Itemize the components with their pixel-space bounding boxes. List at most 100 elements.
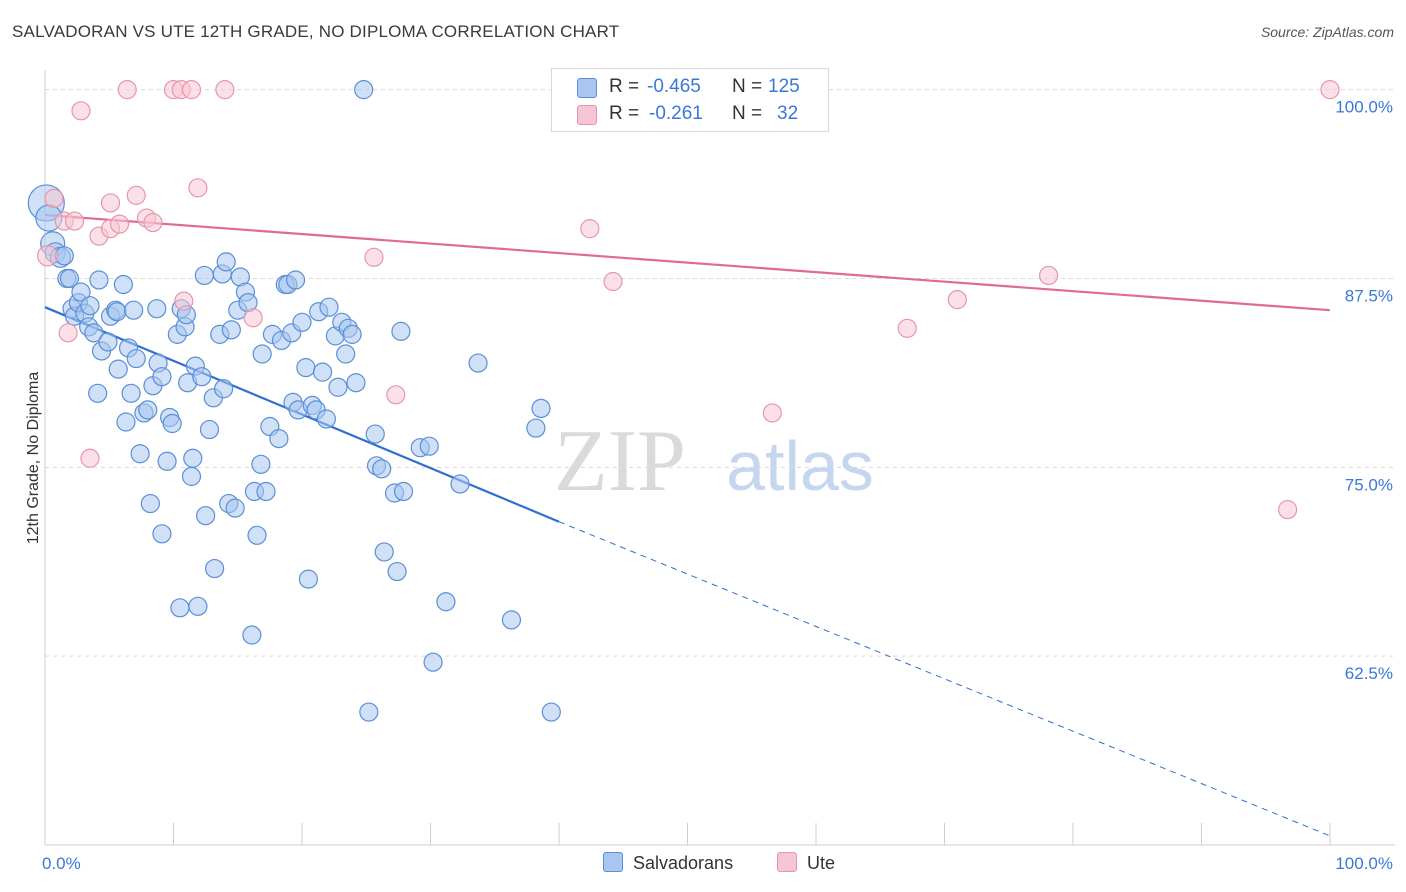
ute-point bbox=[243, 308, 263, 328]
y-tick-label: 100.0% bbox=[1335, 98, 1393, 117]
salvadoran-point bbox=[531, 398, 551, 419]
salvadoran-point bbox=[108, 359, 128, 379]
ute-point bbox=[58, 323, 78, 343]
bottom-legend-label: Salvadorans bbox=[633, 853, 734, 873]
ute-point bbox=[1277, 500, 1298, 520]
salvadoran-point bbox=[526, 418, 546, 438]
bottom-legend-label: Ute bbox=[807, 853, 836, 873]
ute-point bbox=[44, 188, 64, 209]
salvadoran-point bbox=[285, 270, 306, 290]
salvadoran-point bbox=[214, 379, 234, 399]
salvadoran-point bbox=[116, 412, 136, 432]
salvadoran-point bbox=[162, 413, 182, 434]
legend-n-label: N = bbox=[732, 103, 763, 124]
salvadoran-point bbox=[296, 358, 316, 378]
salvadoran-trend-extension bbox=[558, 521, 1331, 837]
ute-point bbox=[947, 290, 967, 310]
salvadoran-point bbox=[71, 282, 91, 302]
salvadoran-point bbox=[121, 383, 141, 403]
chart-title: SALVADORAN VS UTE 12TH GRADE, NO DIPLOMA… bbox=[12, 22, 620, 41]
legend-swatch-blue bbox=[577, 78, 597, 98]
legend-swatch-pink bbox=[577, 105, 597, 125]
bottom-legend-swatch-pink bbox=[777, 852, 797, 872]
salvadoran-point bbox=[501, 610, 522, 630]
salvadoran-point bbox=[157, 451, 177, 471]
ute-point bbox=[603, 271, 623, 292]
legend-row-ute: R = -0.261 N = 32 bbox=[552, 101, 828, 127]
legend-n-value: 32 bbox=[777, 103, 799, 124]
gridlines bbox=[45, 89, 1395, 657]
watermark-zip: ZIP bbox=[554, 413, 686, 510]
salvadoran-point bbox=[374, 542, 394, 562]
ute-point bbox=[1038, 265, 1059, 286]
salvadoran-point bbox=[205, 558, 225, 579]
ute-point bbox=[181, 80, 202, 100]
salvadoran-point bbox=[269, 429, 289, 449]
ute-point bbox=[174, 291, 194, 311]
salvadoran-point bbox=[80, 296, 100, 316]
bottom-legend-ute: Ute bbox=[777, 852, 835, 874]
tick-labels: 100.0% 87.5% 75.0% 62.5% 0.0% 100.0% bbox=[42, 98, 1393, 873]
salvadoran-point bbox=[342, 324, 362, 344]
salvadoran-point bbox=[346, 373, 366, 393]
salvadoran-point bbox=[251, 454, 271, 474]
data-points bbox=[27, 80, 1340, 722]
salvadoran-point bbox=[199, 419, 220, 440]
salvadoran-point bbox=[354, 80, 374, 100]
legend-row-salvadorans: R = -0.465 N = 125 bbox=[552, 74, 828, 100]
salvadoran-point bbox=[140, 493, 160, 514]
salvadoran-point bbox=[221, 320, 241, 340]
ute-point bbox=[386, 385, 406, 405]
salvadoran-point bbox=[188, 596, 208, 616]
salvadoran-point bbox=[183, 448, 203, 468]
ute-trend-line bbox=[44, 213, 1331, 312]
salvadoran-point bbox=[98, 332, 118, 352]
salvadoran-point bbox=[436, 592, 456, 612]
ute-point bbox=[215, 80, 235, 100]
y-tick-label: 75.0% bbox=[1345, 475, 1393, 494]
salvadoran-point bbox=[359, 702, 379, 722]
salvadoran-point bbox=[336, 344, 356, 364]
y-tick-label: 87.5% bbox=[1345, 286, 1393, 305]
y-axis-label: 12th Grade, No Diploma bbox=[25, 372, 42, 545]
salvadoran-point bbox=[247, 525, 267, 545]
salvadoran-point bbox=[365, 424, 385, 444]
salvadoran-point bbox=[391, 321, 411, 341]
legend-r-label: R = bbox=[609, 103, 640, 124]
x-tick-label: 0.0% bbox=[42, 854, 81, 873]
ute-point bbox=[64, 211, 85, 231]
salvadoran-point bbox=[89, 270, 109, 290]
ute-point bbox=[143, 212, 163, 233]
salvadoran-point bbox=[372, 459, 392, 479]
ute-point bbox=[1320, 80, 1340, 100]
axes bbox=[44, 70, 1395, 846]
ute-point bbox=[36, 245, 59, 267]
salvadoran-point bbox=[59, 268, 80, 289]
ute-point bbox=[109, 214, 130, 234]
salvadoran-point bbox=[130, 444, 150, 464]
salvadoran-point bbox=[298, 569, 319, 589]
salvadoran-point bbox=[113, 274, 133, 295]
salvadoran-point bbox=[292, 312, 312, 332]
ute-point bbox=[762, 403, 782, 423]
salvadoran-point bbox=[181, 466, 202, 486]
ute-point bbox=[71, 101, 91, 121]
legend-r-label: R = bbox=[609, 76, 640, 97]
salvadoran-point bbox=[152, 367, 172, 387]
salvadoran-point bbox=[225, 498, 245, 518]
salvadoran-point bbox=[242, 625, 262, 645]
salvadoran-point bbox=[541, 702, 561, 722]
salvadoran-point bbox=[319, 297, 339, 317]
salvadoran-point bbox=[152, 524, 172, 544]
salvadoran-point bbox=[216, 252, 236, 272]
ute-point bbox=[100, 193, 121, 213]
legend-r-value: -0.465 bbox=[647, 76, 701, 97]
salvadoran-point bbox=[196, 506, 216, 526]
watermark-atlas: atlas bbox=[726, 427, 874, 505]
ute-point bbox=[117, 80, 137, 100]
salvadoran-point bbox=[124, 300, 144, 320]
salvadoran-point bbox=[252, 344, 272, 364]
watermark: ZIP atlas bbox=[554, 413, 874, 510]
stats-legend: R = -0.465 N = 125 R = -0.261 N = 32 bbox=[551, 68, 829, 132]
